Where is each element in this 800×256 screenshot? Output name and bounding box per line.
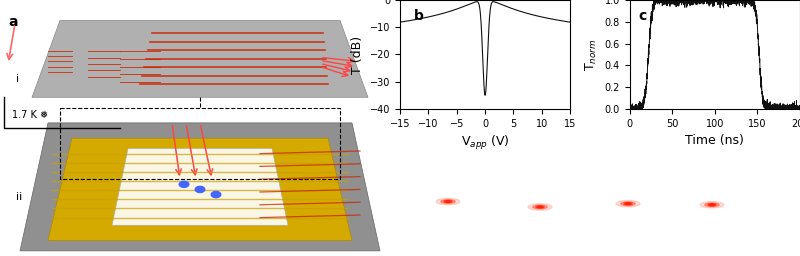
Circle shape xyxy=(179,181,189,187)
Text: 5 μm: 5 μm xyxy=(704,234,736,247)
Circle shape xyxy=(705,203,719,207)
Circle shape xyxy=(446,201,450,202)
Circle shape xyxy=(536,206,544,208)
Polygon shape xyxy=(112,148,288,225)
Text: c: c xyxy=(638,9,646,23)
Circle shape xyxy=(444,200,452,202)
Text: b: b xyxy=(414,9,423,23)
Y-axis label: T$_{norm}$: T$_{norm}$ xyxy=(584,38,599,71)
Circle shape xyxy=(538,206,542,208)
X-axis label: Time (ns): Time (ns) xyxy=(686,134,744,147)
Text: d: d xyxy=(412,158,422,172)
Polygon shape xyxy=(32,20,368,97)
Circle shape xyxy=(528,204,552,210)
Circle shape xyxy=(533,205,547,209)
Circle shape xyxy=(624,202,632,205)
Circle shape xyxy=(616,200,640,207)
Polygon shape xyxy=(20,123,380,251)
Text: ii: ii xyxy=(16,192,22,202)
Polygon shape xyxy=(48,138,352,241)
Circle shape xyxy=(436,198,460,205)
X-axis label: V$_{app}$ (V): V$_{app}$ (V) xyxy=(461,134,510,152)
Circle shape xyxy=(710,204,714,205)
Circle shape xyxy=(700,201,724,208)
Circle shape xyxy=(211,191,221,198)
Circle shape xyxy=(626,203,630,204)
Circle shape xyxy=(621,202,635,206)
Circle shape xyxy=(708,204,716,206)
Y-axis label: T (dB): T (dB) xyxy=(351,35,364,73)
Text: i: i xyxy=(16,74,19,84)
Circle shape xyxy=(441,200,455,204)
Text: 1.7 K ❅: 1.7 K ❅ xyxy=(12,110,48,120)
Circle shape xyxy=(195,186,205,193)
Text: a: a xyxy=(8,15,18,29)
